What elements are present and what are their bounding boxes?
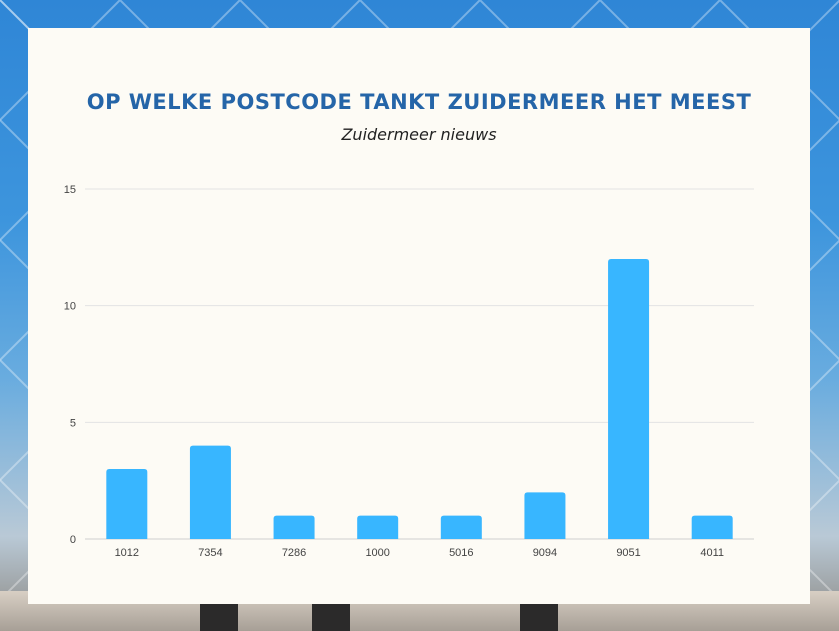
chart-card: OP WELKE POSTCODE TANKT ZUIDERMEER HET M… [28,28,810,604]
background-window [312,603,350,631]
x-tick-label: 5016 [449,547,473,559]
bar [106,469,148,539]
bar [273,515,315,539]
y-tick-label: 0 [70,534,76,546]
bar [691,515,733,539]
bar [608,259,650,539]
bar-chart: 0 5 10 15 1012 7354 7286 1000 5016 9094 9051 4011 [64,184,754,559]
x-tick-label: 7354 [198,547,222,559]
chart-subtitle: Zuidermeer nieuws [341,125,497,144]
y-tick-label: 5 [70,417,76,429]
x-tick-label: 7286 [282,547,306,559]
chart-title: OP WELKE POSTCODE TANKT ZUIDERMEER HET M… [86,90,752,114]
x-tick-label: 1000 [365,547,389,559]
bar [189,445,231,539]
x-tick-label: 1012 [115,547,139,559]
bar [524,492,566,539]
background-window [520,603,558,631]
y-tick-label: 10 [64,301,76,313]
y-tick-label: 15 [64,184,76,196]
x-tick-label: 9051 [616,547,640,559]
x-tick-label: 4011 [700,547,724,559]
x-tick-label: 9094 [533,547,557,559]
bar [357,515,399,539]
background-window [200,603,238,631]
bar [440,515,482,539]
